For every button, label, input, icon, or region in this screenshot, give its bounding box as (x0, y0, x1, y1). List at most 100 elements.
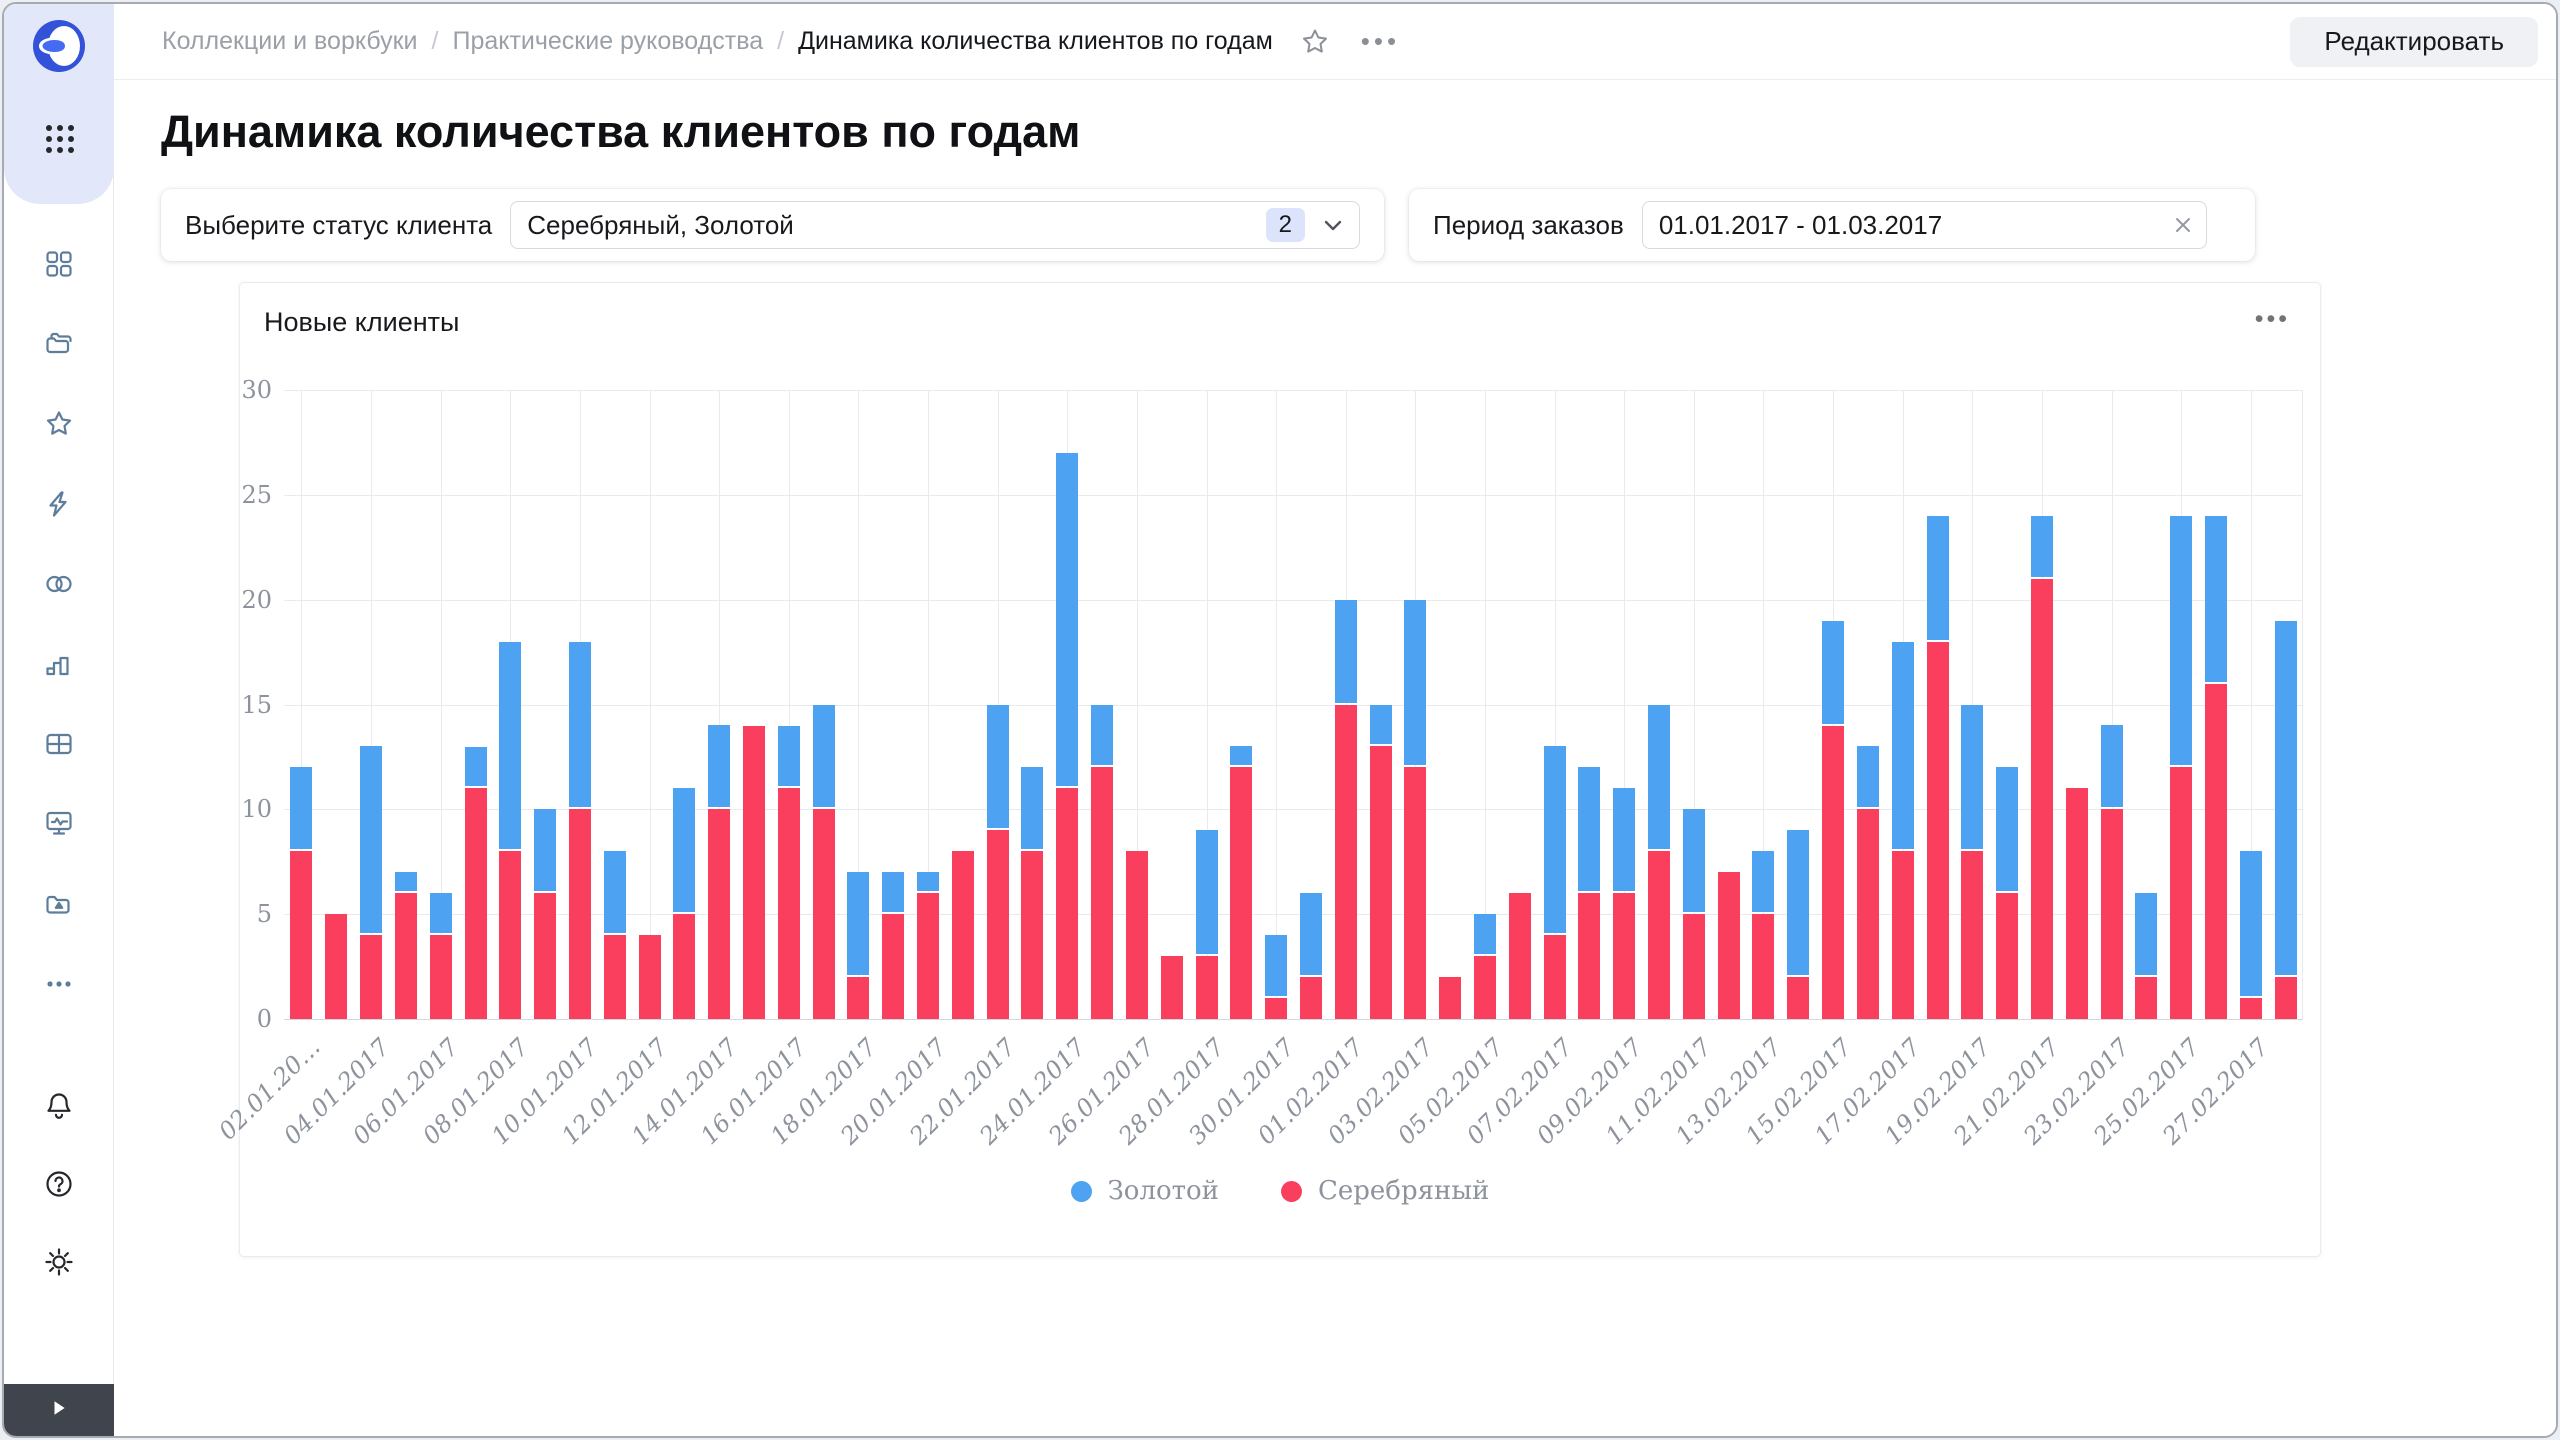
bar-segment-gold[interactable] (1787, 830, 1810, 976)
breadcrumb-collections[interactable]: Коллекции и воркбуки (162, 27, 418, 55)
bar-segment-silver[interactable] (1474, 956, 1496, 1019)
bar-segment-silver[interactable] (1717, 872, 1740, 1019)
chart-plot[interactable]: 0 5 10 15 20 25 30 02.01.20… 04.01.2017 06.01.201… (213, 376, 2303, 1150)
bar-segment-gold[interactable] (2274, 620, 2297, 976)
breadcrumb-more-icon[interactable]: ••• (1360, 26, 1401, 56)
bar-segment-silver[interactable] (429, 935, 452, 1019)
bar-segment-silver[interactable] (847, 977, 870, 1019)
bar-segment-gold[interactable] (1195, 830, 1218, 955)
bar-segment-silver[interactable] (777, 788, 800, 1019)
bar-segment-silver[interactable] (2030, 578, 2053, 1019)
bar-segment-gold[interactable] (1091, 704, 1113, 766)
bar-segment-silver[interactable] (951, 851, 974, 1019)
bar-segment-silver[interactable] (603, 935, 626, 1019)
chart-menu-icon[interactable]: ••• (2254, 305, 2290, 333)
bar-segment-silver[interactable] (1091, 767, 1113, 1019)
bar-segment-gold[interactable] (847, 872, 870, 976)
bar-segment-gold[interactable] (429, 893, 452, 934)
bar-segment-gold[interactable] (1613, 788, 1636, 892)
bar-segment-silver[interactable] (812, 809, 835, 1019)
help-icon[interactable] (43, 1168, 75, 1200)
bar-segment-gold[interactable] (1543, 746, 1566, 934)
bar-segment-gold[interactable] (464, 746, 487, 787)
bar-segment-gold[interactable] (2100, 725, 2123, 808)
bar-segment-gold[interactable] (1299, 893, 1322, 976)
bar-segment-gold[interactable] (2135, 893, 2158, 976)
bar-segment-silver[interactable] (2100, 809, 2123, 1019)
bar-segment-silver[interactable] (1369, 746, 1392, 1019)
bar-segment-silver[interactable] (464, 788, 487, 1019)
bar-segment-silver[interactable] (1543, 935, 1566, 1019)
bar-segment-gold[interactable] (1369, 704, 1392, 745)
edit-button[interactable]: Редактировать (2290, 16, 2538, 67)
bar-segment-silver[interactable] (1961, 851, 1984, 1019)
bar-segment-silver[interactable] (708, 809, 731, 1019)
bar-segment-gold[interactable] (1265, 935, 1288, 996)
bar-segment-gold[interactable] (394, 872, 417, 892)
bar-segment-silver[interactable] (1195, 956, 1218, 1019)
bar-segment-gold[interactable] (1752, 851, 1775, 913)
bar-segment-gold[interactable] (1961, 704, 1984, 850)
bar-segment-gold[interactable] (568, 641, 591, 808)
apps-grid-icon[interactable] (43, 122, 77, 156)
star-icon[interactable] (43, 408, 75, 440)
bar-segment-silver[interactable] (1926, 641, 1949, 1019)
bar-segment-gold[interactable] (1056, 452, 1079, 787)
bar-segment-gold[interactable] (1891, 641, 1914, 850)
bar-segment-gold[interactable] (1021, 767, 1044, 850)
bar-segment-silver[interactable] (742, 725, 765, 1019)
bar-segment-gold[interactable] (1822, 620, 1845, 724)
bar-segment-silver[interactable] (1056, 788, 1079, 1019)
lightning-icon[interactable] (43, 488, 75, 520)
bar-segment-silver[interactable] (882, 914, 905, 1019)
bar-segment-gold[interactable] (917, 872, 939, 892)
bar-segment-silver[interactable] (534, 893, 557, 1019)
legend-item-silver[interactable]: Серебряный (1281, 1176, 1489, 1206)
bar-segment-gold[interactable] (534, 809, 557, 892)
sidebar-expand-button[interactable] (4, 1384, 114, 1436)
bar-segment-silver[interactable] (1125, 851, 1148, 1019)
bar-segment-gold[interactable] (812, 704, 835, 808)
bar-segment-silver[interactable] (2135, 977, 2158, 1019)
bar-segment-gold[interactable] (1856, 746, 1879, 808)
bar-chart-icon[interactable] (43, 648, 75, 680)
bar-segment-gold[interactable] (1474, 914, 1496, 955)
favorite-star-icon[interactable] (1299, 26, 1331, 58)
bar-segment-silver[interactable] (1682, 914, 1705, 1019)
bar-segment-silver[interactable] (1648, 851, 1670, 1019)
bar-segment-gold[interactable] (708, 725, 731, 808)
bar-segment-gold[interactable] (603, 851, 626, 934)
bar-segment-silver[interactable] (1508, 893, 1531, 1019)
bar-segment-gold[interactable] (1996, 767, 2019, 892)
bar-segment-silver[interactable] (673, 914, 696, 1019)
bar-segment-silver[interactable] (2274, 977, 2297, 1019)
bar-segment-silver[interactable] (2205, 683, 2227, 1019)
bar-segment-gold[interactable] (1578, 767, 1601, 892)
bar-segment-silver[interactable] (568, 809, 591, 1019)
bar-segment-silver[interactable] (1334, 704, 1357, 1019)
bar-segment-silver[interactable] (2065, 788, 2088, 1019)
bar-segment-silver[interactable] (1752, 914, 1775, 1019)
bar-segment-gold[interactable] (1230, 746, 1253, 766)
bar-segment-silver[interactable] (394, 893, 417, 1019)
bar-segment-gold[interactable] (1648, 704, 1670, 850)
period-filter-input[interactable]: 01.01.2017 - 01.03.2017 (1641, 201, 2207, 249)
bar-segment-silver[interactable] (1891, 851, 1914, 1019)
table-icon[interactable] (43, 728, 75, 760)
bar-segment-gold[interactable] (499, 641, 522, 850)
bar-segment-gold[interactable] (360, 746, 382, 934)
more-dots-icon[interactable] (43, 968, 75, 1000)
bar-segment-silver[interactable] (290, 851, 313, 1019)
folder-upload-icon[interactable] (43, 888, 75, 920)
squares-icon[interactable] (43, 248, 75, 280)
clear-icon[interactable] (2172, 214, 2194, 236)
bar-segment-silver[interactable] (986, 830, 1009, 1019)
breadcrumb-guides[interactable]: Практические руководства (452, 27, 764, 55)
bell-icon[interactable] (43, 1090, 75, 1122)
folders-icon[interactable] (43, 328, 75, 360)
bar-segment-silver[interactable] (1856, 809, 1879, 1019)
bar-segment-silver[interactable] (499, 851, 522, 1019)
bar-segment-silver[interactable] (1299, 977, 1322, 1019)
bar-segment-gold[interactable] (1682, 809, 1705, 913)
bar-segment-gold[interactable] (986, 704, 1009, 829)
